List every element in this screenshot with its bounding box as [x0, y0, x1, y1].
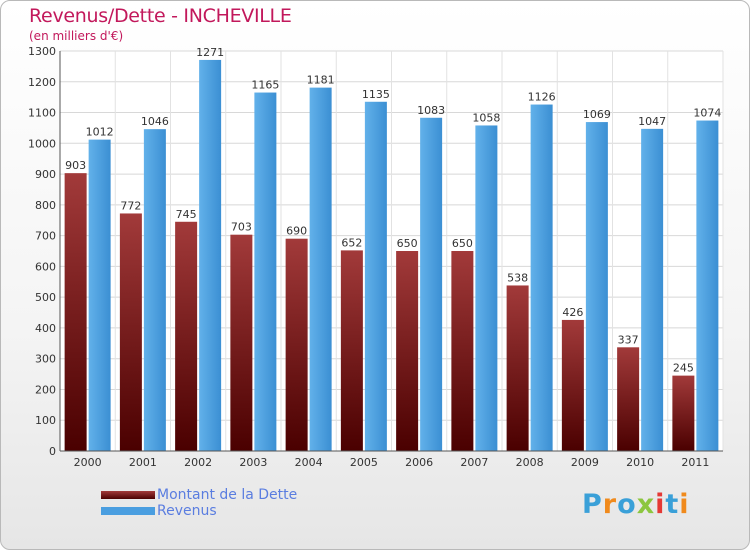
data-label-revenue: 1165 [251, 79, 279, 92]
data-label-debt: 690 [286, 225, 307, 238]
data-label-debt: 703 [231, 221, 252, 234]
y-tick-label: 900 [35, 168, 56, 181]
bar-debt [451, 251, 474, 451]
data-label-revenue: 1012 [86, 126, 114, 139]
legend-item-revenue: Revenus [101, 503, 297, 519]
bar-debt [64, 173, 87, 451]
data-label-debt: 538 [507, 271, 528, 284]
chart-title: Revenus/Dette - INCHEVILLE [29, 5, 292, 27]
data-label-debt: 650 [397, 237, 418, 250]
data-label-revenue: 1181 [307, 74, 335, 87]
bar-revenue [641, 128, 664, 451]
y-tick-label: 700 [35, 230, 56, 243]
data-label-revenue: 1083 [417, 104, 445, 117]
bar-revenue [309, 87, 332, 451]
bar-debt [175, 221, 198, 451]
bar-revenue [585, 122, 608, 452]
data-label-revenue: 1069 [583, 108, 611, 121]
bar-revenue [88, 139, 111, 451]
x-tick-label: 2006 [405, 456, 433, 469]
bar-debt [285, 238, 308, 451]
data-label-debt: 426 [562, 306, 583, 319]
bar-debt [119, 213, 142, 451]
data-label-revenue: 1058 [472, 111, 500, 124]
y-tick-label: 1300 [28, 45, 56, 58]
bar-revenue [530, 104, 553, 452]
y-tick-label: 0 [49, 445, 56, 458]
bar-debt [506, 285, 529, 451]
bar-debt [396, 251, 419, 451]
bar-revenue [364, 101, 387, 452]
x-tick-label: 2010 [626, 456, 654, 469]
data-label-debt: 650 [452, 237, 473, 250]
data-label-revenue: 1047 [638, 115, 666, 128]
y-tick-label: 600 [35, 260, 56, 273]
data-label-revenue: 1046 [141, 115, 169, 128]
y-tick-label: 1200 [28, 76, 56, 89]
chart-subtitle: (en milliers d'€) [29, 29, 124, 43]
y-tick-label: 1100 [28, 107, 56, 120]
data-label-revenue: 1271 [196, 46, 224, 59]
x-tick-label: 2009 [571, 456, 599, 469]
data-label-revenue: 1135 [362, 88, 390, 101]
bar-revenue [143, 129, 166, 451]
x-tick-label: 2001 [129, 456, 157, 469]
legend-swatch-debt [101, 491, 155, 499]
x-tick-label: 2008 [516, 456, 544, 469]
bar-debt [672, 375, 695, 451]
bar-revenue [696, 120, 719, 452]
bar-debt [561, 319, 584, 451]
x-tick-label: 2002 [184, 456, 212, 469]
y-tick-label: 300 [35, 353, 56, 366]
legend-label-revenue: Revenus [157, 503, 217, 519]
bar-debt [230, 234, 253, 451]
legend-label-debt: Montant de la Dette [157, 487, 298, 503]
data-label-debt: 903 [65, 159, 86, 172]
legend-item-debt: Montant de la Dette [101, 487, 297, 503]
bar-revenue [254, 92, 277, 452]
data-label-debt: 652 [341, 236, 362, 249]
data-label-debt: 245 [673, 362, 694, 375]
y-tick-label: 400 [35, 322, 56, 335]
x-tick-label: 2011 [681, 456, 709, 469]
x-tick-label: 2005 [350, 456, 378, 469]
legend-swatch-revenue [101, 507, 155, 515]
proxiti-logo: Proxiti [582, 489, 690, 520]
chart-legend: Montant de la Dette Revenus [101, 487, 297, 519]
y-tick-label: 500 [35, 291, 56, 304]
data-label-debt: 337 [618, 333, 639, 346]
bar-debt [340, 250, 363, 451]
data-label-debt: 772 [120, 199, 141, 212]
data-label-revenue: 1074 [693, 107, 721, 120]
data-label-debt: 745 [176, 208, 197, 221]
bar-revenue [475, 125, 498, 451]
data-label-revenue: 1126 [528, 91, 556, 104]
y-tick-label: 100 [35, 414, 56, 427]
x-tick-label: 2007 [460, 456, 488, 469]
bar-revenue [420, 117, 443, 452]
x-tick-label: 2003 [239, 456, 267, 469]
y-tick-label: 1000 [28, 137, 56, 150]
x-tick-label: 2000 [74, 456, 102, 469]
y-tick-label: 200 [35, 383, 56, 396]
x-tick-label: 2004 [295, 456, 323, 469]
y-tick-label: 800 [35, 199, 56, 212]
bar-debt [617, 347, 640, 451]
bar-revenue [199, 59, 222, 452]
